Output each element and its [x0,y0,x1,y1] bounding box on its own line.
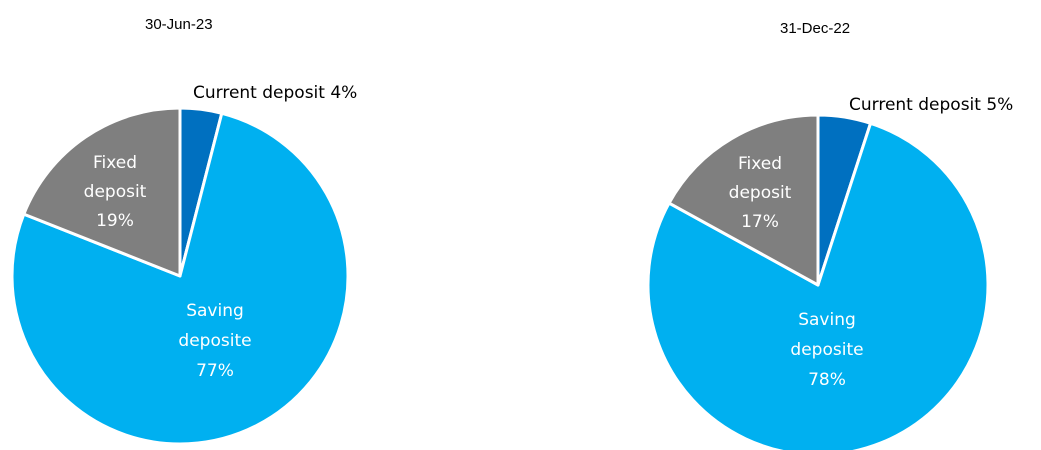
chart-title-jun-23: 30-Jun-23 [145,16,213,33]
pie-slice-saving-deposite-jun-23 [10,111,350,446]
chart-title-dec-22: 31-Dec-22 [780,20,851,37]
data-label-saving-deposite-dec-22: Saving deposite 78% [790,310,863,390]
data-label-fixed-deposit-jun-23: Fixed deposit 19% [84,153,147,231]
data-label-fixed-deposit-dec-22: Fixed deposit 17% [729,154,792,232]
pie-slice-fixed-deposit-dec-22 [667,113,820,287]
pie-chart-dec-22: Current deposit 5% Saving deposite 78% Fixed… [646,95,1013,450]
pie-chart-jun-23: Current deposit 4% Saving deposite 77% Fixed… [10,83,357,446]
data-label-current-deposit-dec-22: Current deposit 5% [849,95,1013,115]
pie-slice-saving-deposite-dec-22 [646,121,990,450]
data-label-current-deposit-jun-23: Current deposit 4% [193,83,357,103]
data-label-saving-deposite-jun-23: Saving deposite 77% [178,301,251,381]
pie-slice-fixed-deposit-jun-23 [22,106,182,278]
